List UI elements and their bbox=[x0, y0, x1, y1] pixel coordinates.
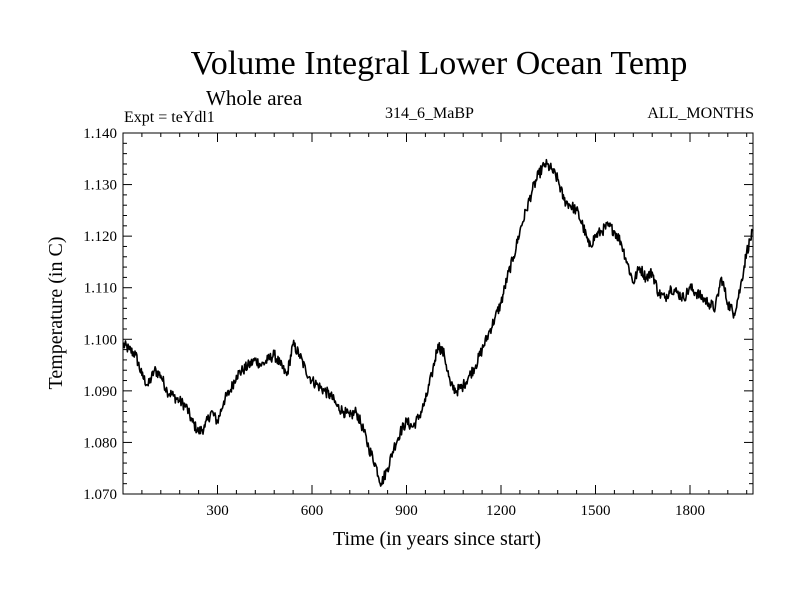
y-tick-label: 1.100 bbox=[83, 332, 117, 348]
chart-title: Volume Integral Lower Ocean Temp bbox=[190, 45, 688, 82]
chart-subtitle: Whole area bbox=[206, 86, 303, 110]
period-label: 314_6_MaBP bbox=[385, 105, 474, 122]
x-tick-label: 1800 bbox=[675, 503, 705, 519]
y-axis-label: Temperature (in C) bbox=[45, 237, 67, 390]
y-tick-label: 1.080 bbox=[83, 435, 117, 451]
y-tick-label: 1.120 bbox=[83, 229, 117, 245]
axis-ticks bbox=[123, 133, 753, 494]
x-tick-label: 600 bbox=[301, 503, 324, 519]
y-tick-label: 1.130 bbox=[83, 178, 117, 194]
x-tick-label: 300 bbox=[206, 503, 229, 519]
axis-tick-labels: 300 600 900 1200 1500 1800 1.070 1.080 1.090 1.10… bbox=[83, 126, 705, 519]
y-tick-label: 1.110 bbox=[84, 281, 117, 297]
x-tick-label: 900 bbox=[395, 503, 418, 519]
y-tick-label: 1.090 bbox=[83, 384, 117, 400]
series-line bbox=[122, 158, 754, 487]
plot-frame bbox=[122, 132, 754, 495]
series-layer bbox=[122, 158, 754, 487]
experiment-label: Expt = teYdl1 bbox=[124, 109, 215, 126]
y-tick-label: 1.070 bbox=[83, 487, 117, 503]
months-label: ALL_MONTHS bbox=[647, 105, 754, 122]
x-tick-label: 1500 bbox=[581, 503, 611, 519]
y-tick-label: 1.140 bbox=[83, 126, 117, 142]
x-tick-label: 1200 bbox=[486, 503, 516, 519]
x-axis-label: Time (in years since start) bbox=[333, 528, 541, 550]
